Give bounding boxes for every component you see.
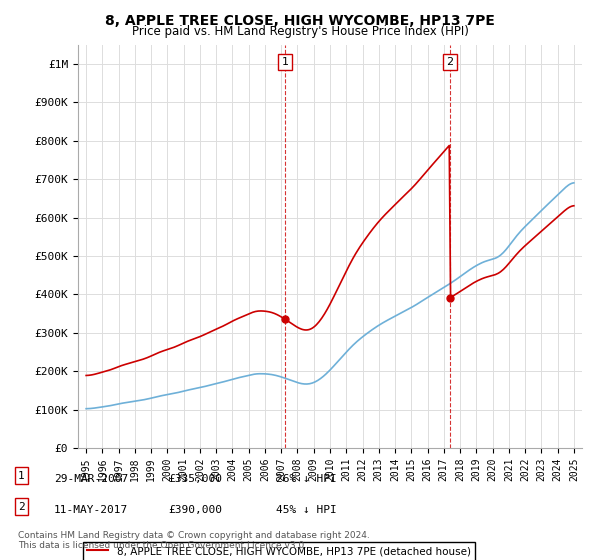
Text: 26% ↓ HPI: 26% ↓ HPI — [276, 474, 337, 484]
Legend: 8, APPLE TREE CLOSE, HIGH WYCOMBE, HP13 7PE (detached house), HPI: Average price: 8, APPLE TREE CLOSE, HIGH WYCOMBE, HP13 … — [83, 542, 475, 560]
Text: Price paid vs. HM Land Registry's House Price Index (HPI): Price paid vs. HM Land Registry's House … — [131, 25, 469, 38]
Text: 1: 1 — [281, 57, 289, 67]
Text: 2: 2 — [446, 57, 454, 67]
Text: 45% ↓ HPI: 45% ↓ HPI — [276, 505, 337, 515]
Text: 11-MAY-2017: 11-MAY-2017 — [54, 505, 128, 515]
Text: 29-MAR-2007: 29-MAR-2007 — [54, 474, 128, 484]
Text: 8, APPLE TREE CLOSE, HIGH WYCOMBE, HP13 7PE: 8, APPLE TREE CLOSE, HIGH WYCOMBE, HP13 … — [105, 14, 495, 28]
Text: 2: 2 — [18, 502, 25, 512]
Point — [280, 315, 290, 324]
Text: Contains HM Land Registry data © Crown copyright and database right 2024.
This d: Contains HM Land Registry data © Crown c… — [18, 530, 370, 550]
Point — [445, 294, 455, 303]
Text: 1: 1 — [18, 471, 25, 481]
Text: £390,000: £390,000 — [168, 505, 222, 515]
Text: £335,000: £335,000 — [168, 474, 222, 484]
